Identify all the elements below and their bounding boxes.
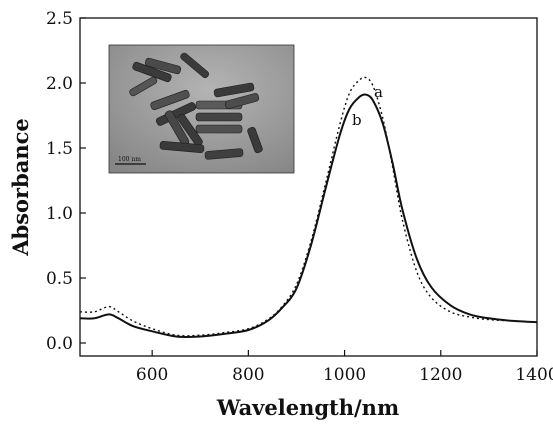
tem-inset-image: 100 nm <box>108 44 295 174</box>
y-axis: 0.0 0.5 1.0 1.5 2.0 2.5 <box>46 9 86 354</box>
tem-scale-bar-label: 100 nm <box>118 156 141 163</box>
x-axis-title: Wavelength/nm <box>216 395 399 420</box>
series-line-a <box>79 76 538 337</box>
series-group <box>79 76 538 339</box>
x-tick-label: 800 <box>232 365 264 385</box>
x-tick-label: 600 <box>136 365 168 385</box>
x-tick-label: 1000 <box>323 365 366 385</box>
y-tick-label: 1.0 <box>46 204 73 224</box>
plot-frame <box>79 17 538 357</box>
y-tick-label: 0.5 <box>46 269 73 289</box>
y-tick-label: 1.5 <box>46 139 73 159</box>
y-tick-label: 0.0 <box>46 334 73 354</box>
curve-label-b: b <box>352 111 362 129</box>
x-tick-label: 1200 <box>419 365 462 385</box>
series-line-b <box>79 93 538 339</box>
y-tick-label: 2.0 <box>46 74 73 94</box>
y-tick-label: 2.5 <box>46 9 73 29</box>
y-axis-title: Absorbance <box>8 118 33 257</box>
curve-label-a: a <box>374 83 383 101</box>
